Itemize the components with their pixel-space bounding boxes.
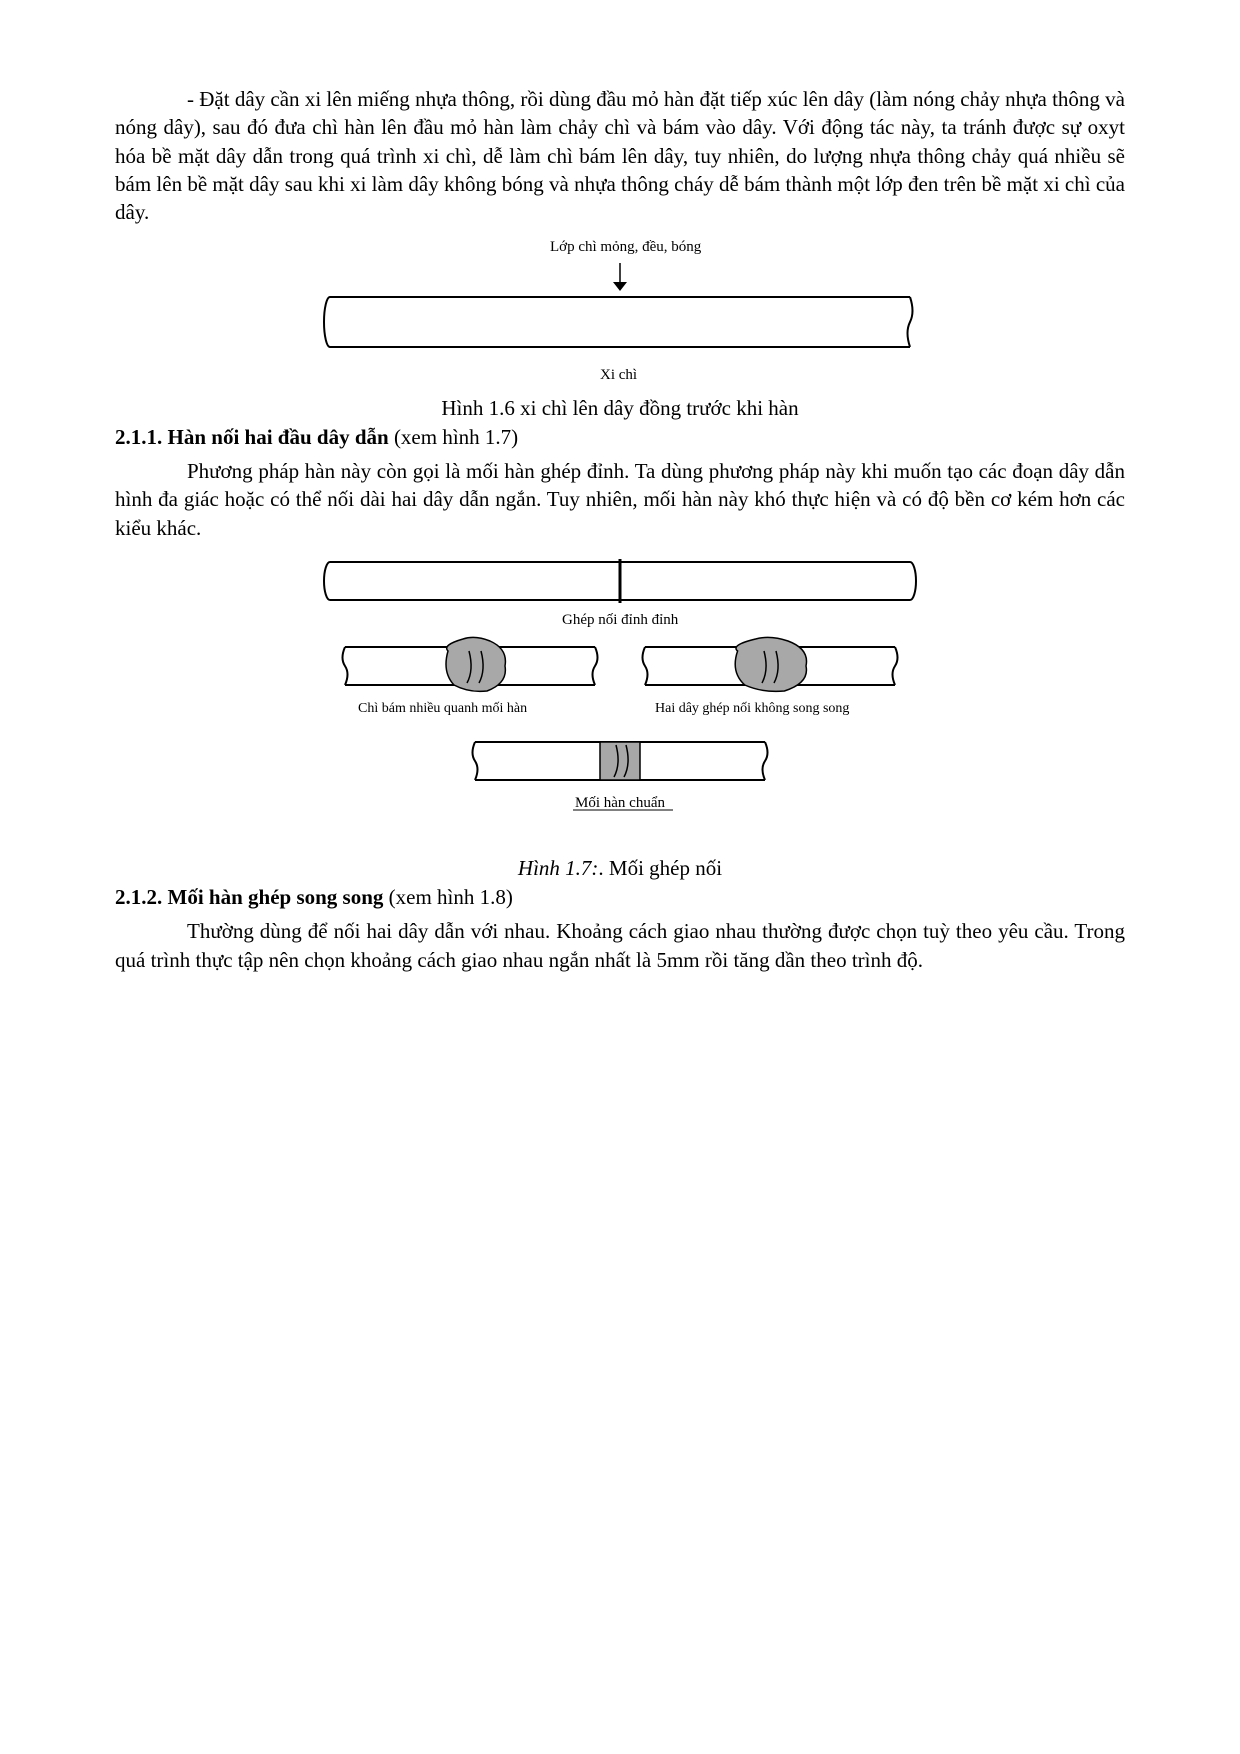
svg-text:Xi chì: Xi chì bbox=[600, 367, 637, 383]
document-page: - Đặt dây cần xi lên miếng nhựa thông, r… bbox=[0, 0, 1240, 1060]
figure-1-6-caption: Hình 1.6 xi chì lên dây đồng trước khi h… bbox=[115, 396, 1125, 421]
svg-text:Chì bám nhiều quanh mối hàn: Chì bám nhiều quanh mối hàn bbox=[358, 701, 527, 716]
figure-1-7-caption-italic: Hình 1.7: bbox=[518, 856, 599, 880]
paragraph-2: Phương pháp hàn này còn gọi là mối hàn g… bbox=[115, 457, 1125, 542]
figure-1-7-svg: Ghép nối đỉnh đỉnh Chì bám nhiều quanh mố… bbox=[300, 552, 940, 852]
heading-2-1-2: 2.1.2. Mối hàn ghép song song (xem hình … bbox=[115, 883, 1125, 911]
svg-text:Ghép nối đỉnh đỉnh: Ghép nối đỉnh đỉnh bbox=[562, 612, 679, 628]
heading-2-1-1: 2.1.1. Hàn nối hai đầu dây dẫn (xem hình… bbox=[115, 423, 1125, 451]
figure-1-7-caption: Hình 1.7:. Mối ghép nối bbox=[115, 856, 1125, 881]
figure-1-6-svg: Lớp chì mỏng, đều, bóng Xi chì bbox=[300, 237, 940, 392]
figure-1-7: Ghép nối đỉnh đỉnh Chì bám nhiều quanh mố… bbox=[115, 552, 1125, 852]
paragraph-1: - Đặt dây cần xi lên miếng nhựa thông, r… bbox=[115, 85, 1125, 227]
svg-text:Lớp chì mỏng, đều, bóng: Lớp chì mỏng, đều, bóng bbox=[550, 239, 702, 255]
figure-1-6: Lớp chì mỏng, đều, bóng Xi chì bbox=[115, 237, 1125, 392]
paragraph-3: Thường dùng để nối hai dây dẫn với nhau.… bbox=[115, 917, 1125, 974]
figure-1-7-caption-rest: . Mối ghép nối bbox=[598, 856, 722, 880]
heading-2-1-1-rest: (xem hình 1.7) bbox=[394, 425, 518, 449]
heading-2-1-2-rest: (xem hình 1.8) bbox=[389, 885, 513, 909]
heading-2-1-1-bold: 2.1.1. Hàn nối hai đầu dây dẫn bbox=[115, 425, 394, 449]
svg-text:Hai dây ghép nối không song so: Hai dây ghép nối không song song bbox=[655, 701, 849, 716]
svg-text:Mối hàn chuẩn: Mối hàn chuẩn bbox=[575, 795, 665, 811]
heading-2-1-2-bold: 2.1.2. Mối hàn ghép song song bbox=[115, 885, 389, 909]
